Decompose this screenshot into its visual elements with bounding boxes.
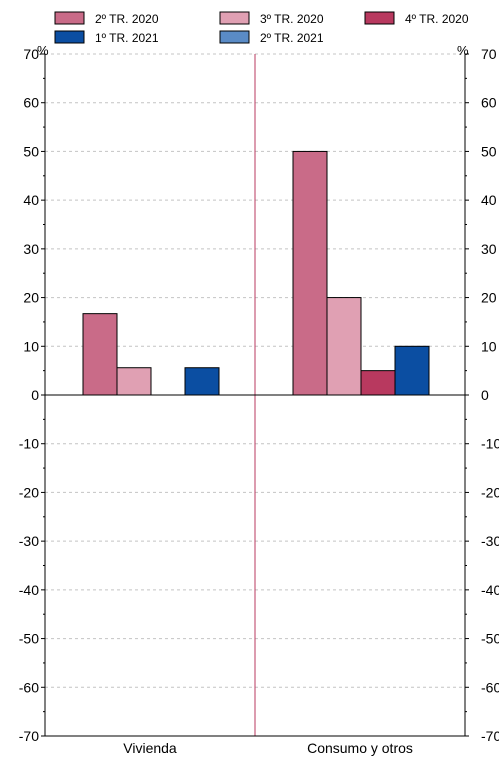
- y-tick-label-right: 70: [481, 46, 497, 62]
- legend-label: 3º TR. 2020: [260, 12, 324, 26]
- y-tick-label-right: -10: [481, 436, 499, 452]
- y-tick-label-left: 50: [23, 143, 39, 159]
- y-tick-label-left: -30: [19, 533, 39, 549]
- y-tick-label-left: 10: [23, 338, 39, 354]
- legend-label: 2º TR. 2020: [95, 12, 159, 26]
- y-tick-label-right: 0: [481, 387, 489, 403]
- legend-label: 1º TR. 2021: [95, 31, 159, 45]
- bar: [82, 313, 118, 396]
- y-tick-label-right: -50: [481, 631, 499, 647]
- y-tick-label-right: -20: [481, 484, 499, 500]
- y-tick-label-left: 60: [23, 95, 39, 111]
- legend-swatch: [54, 30, 85, 44]
- legend-label: 2º TR. 2021: [260, 31, 324, 45]
- y-tick-label-left: 40: [23, 192, 39, 208]
- y-tick-label-right: 50: [481, 143, 497, 159]
- y-tick-label-right: 60: [481, 95, 497, 111]
- y-tick-label-right: 20: [481, 290, 497, 306]
- axis-labels: -70 -70 -60 -60 -50 -50 -40 -40 -30 -30 -20 -20 -10 -…: [19, 43, 499, 756]
- y-unit-right: %: [457, 43, 469, 58]
- bar: [292, 150, 328, 396]
- x-category-label: Vivienda: [123, 740, 177, 756]
- y-tick-label-right: 10: [481, 338, 497, 354]
- y-tick-label-right: -40: [481, 582, 499, 598]
- y-tick-label-left: -50: [19, 631, 39, 647]
- bar: [394, 345, 430, 396]
- y-tick-label-left: -40: [19, 582, 39, 598]
- axes: [41, 53, 469, 737]
- y-tick-label-right: -30: [481, 533, 499, 549]
- y-tick-label-left: -70: [19, 728, 39, 744]
- y-tick-label-left: 0: [31, 387, 39, 403]
- y-unit-left: %: [37, 43, 49, 58]
- y-tick-label-left: 20: [23, 290, 39, 306]
- y-tick-label-left: 70: [23, 46, 39, 62]
- y-tick-label-left: 30: [23, 241, 39, 257]
- bar: [326, 297, 362, 396]
- y-tick-label-right: -60: [481, 679, 499, 695]
- bar: [116, 367, 152, 396]
- legend-swatch: [219, 11, 250, 25]
- y-tick-label-left: -10: [19, 436, 39, 452]
- legend-label: 4º TR. 2020: [405, 12, 469, 26]
- bars: [82, 150, 430, 396]
- y-tick-label-right: -70: [481, 728, 499, 744]
- y-tick-label-left: -20: [19, 484, 39, 500]
- y-tick-label-right: 30: [481, 241, 497, 257]
- y-tick-label-right: 40: [481, 192, 497, 208]
- bar: [360, 370, 396, 396]
- x-category-label: Consumo y otros: [307, 740, 413, 756]
- legend-swatch: [54, 11, 85, 25]
- y-tick-label-left: -60: [19, 679, 39, 695]
- bar: [184, 367, 220, 396]
- legend-swatch: [364, 11, 395, 25]
- legend: 2º TR. 2020 3º TR. 2020 4º TR. 2020 1º TR. …: [54, 11, 469, 45]
- legend-swatch: [219, 30, 250, 44]
